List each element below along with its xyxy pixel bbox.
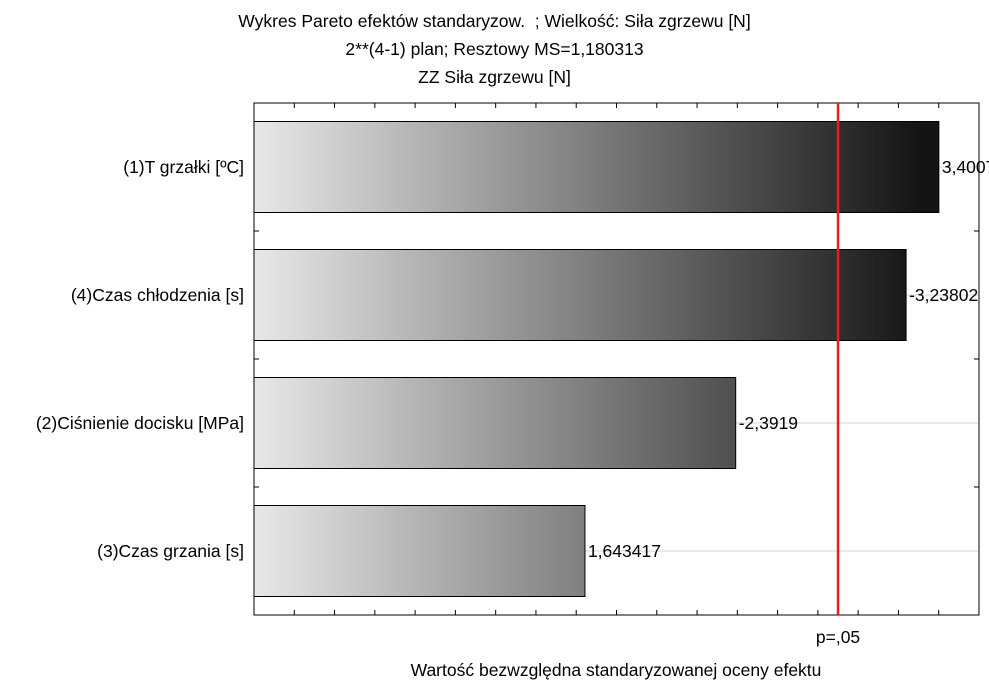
chart-subtitle-2: ZZ Siła zgrzewu [N] [418,67,571,87]
bar-1 [253,249,907,341]
value-label-1: -3,23802 [909,285,978,305]
category-label-0: (1)T grzałki [ºC] [123,157,244,177]
value-label-0: 3,4007 [942,157,989,177]
bar-2 [253,377,737,469]
bar-0 [253,121,940,213]
significance-label: p=,05 [816,627,860,647]
chart-subtitle: 2**(4-1) plan; Resztowy MS=1,180313 [345,39,644,59]
bar-3 [253,505,586,597]
value-label-2: -2,3919 [739,413,798,433]
value-label-3: 1,643417 [588,541,661,561]
x-axis-title: Wartość bezwzględna standaryzowanej ocen… [411,660,822,680]
category-label-1: (4)Czas chłodzenia [s] [71,285,244,305]
category-label-3: (3)Czas grzania [s] [97,541,244,561]
category-label-2: (2)Ciśnienie docisku [MPa] [36,413,244,433]
chart-title: Wykres Pareto efektów standaryzow. ; Wie… [238,11,751,31]
